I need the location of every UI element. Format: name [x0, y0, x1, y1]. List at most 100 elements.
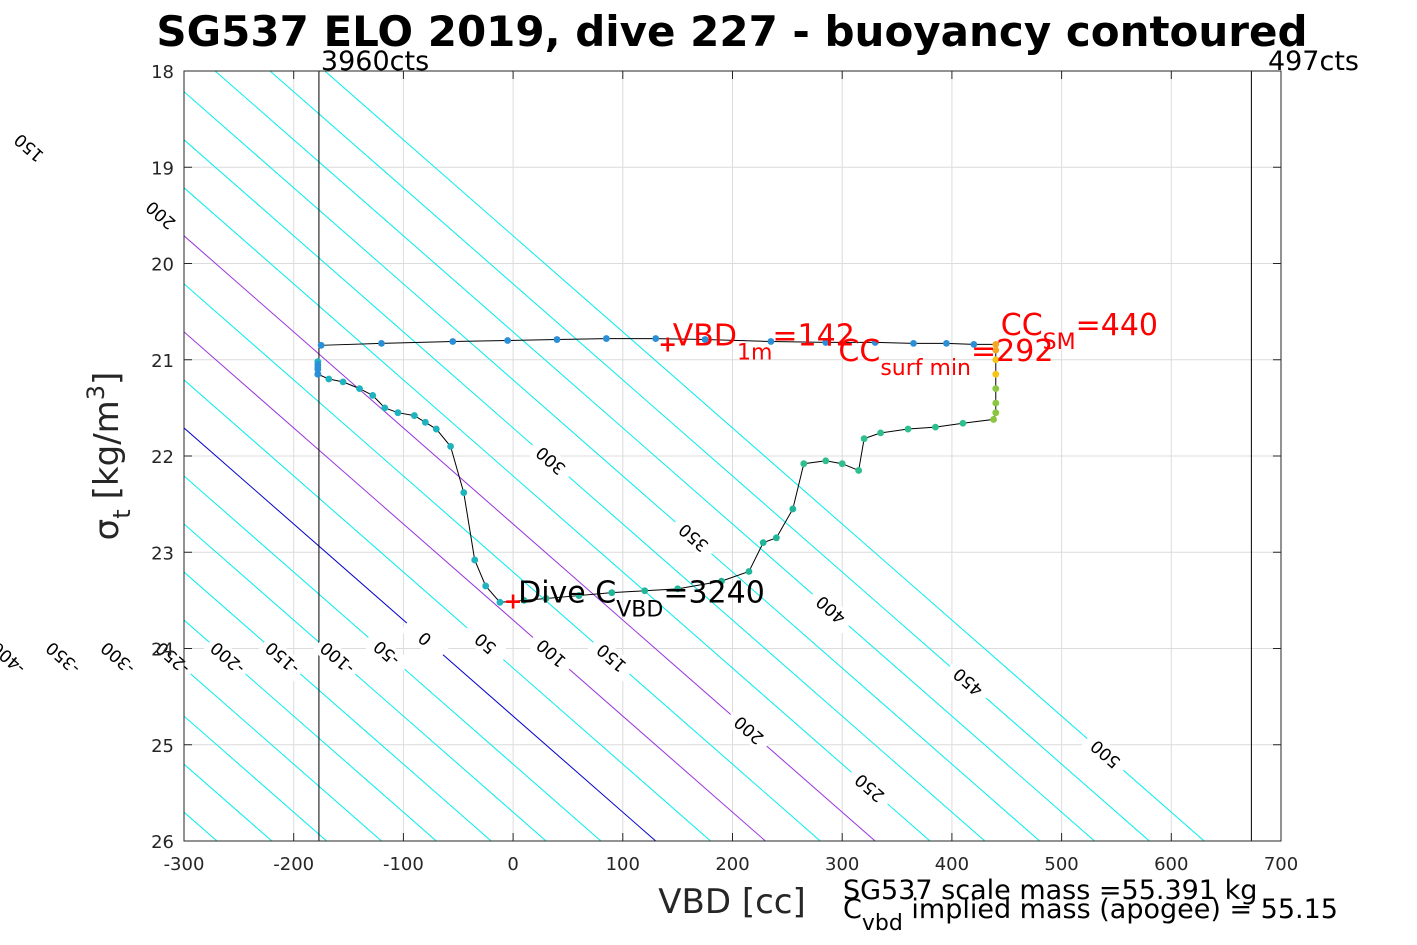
trace-point	[822, 457, 830, 465]
x-tick-label: 600	[1154, 854, 1188, 875]
trace-point	[860, 435, 868, 443]
y-axis-label: σt [kg/m3]	[82, 372, 136, 541]
contour-line	[184, 283, 821, 841]
y-axis-sup: 3	[82, 385, 110, 400]
trace-point	[641, 587, 649, 595]
contour-label-bg	[93, 634, 143, 682]
x-tick-label: 400	[935, 854, 969, 875]
annotation-label: VBD1m=142	[673, 318, 855, 365]
x-tick-label: 100	[606, 854, 640, 875]
x-tick-label: 0	[507, 854, 518, 875]
footer-implied-mass: Cvbd implied mass (apogee) = 55.15	[843, 894, 1338, 936]
trace-point	[772, 534, 780, 542]
trace-point	[759, 539, 767, 547]
trace-point	[314, 361, 322, 368]
y-tick-label: 22	[151, 447, 174, 468]
footer-cvbd-c: C	[843, 894, 862, 925]
chart-title: SG537 ELO 2019, dive 227 - buoyancy cont…	[156, 7, 1307, 56]
trace-point	[932, 423, 939, 431]
contour-line	[184, 571, 492, 841]
trace-point	[432, 425, 440, 433]
contour-line	[184, 427, 657, 841]
trace-point	[504, 337, 512, 344]
trace-point	[718, 577, 725, 585]
x-tick-label: -300	[164, 854, 205, 875]
y-axis-unit: [kg/m	[87, 400, 127, 499]
trace-point	[410, 412, 418, 419]
trace-point	[325, 375, 333, 383]
y-tick-label: 23	[151, 543, 174, 564]
contour-label-bg	[38, 634, 88, 682]
x-tick-label: 200	[715, 854, 749, 875]
footer-implied-text: implied mass (apogee) = 55.15	[903, 894, 1338, 925]
trace-point	[652, 335, 660, 342]
contour-label-bg	[4, 124, 54, 172]
trace-point	[838, 460, 846, 468]
y-tick-label: 18	[151, 62, 174, 83]
trace-point	[992, 346, 1000, 354]
y-axis-sub: t	[108, 509, 136, 518]
contour-label-bg	[361, 629, 412, 677]
contour-line	[184, 667, 382, 841]
trace-point	[992, 409, 1000, 417]
trace-point	[421, 418, 429, 426]
trace-point	[990, 416, 997, 423]
trace-point	[449, 338, 457, 345]
contour-line	[184, 523, 547, 841]
annotation-sub: surf min	[880, 356, 971, 381]
trace-point	[447, 442, 454, 450]
y-tick-label: 21	[151, 351, 174, 372]
trace-point	[317, 341, 325, 349]
annotation-value: =440	[1076, 308, 1158, 343]
contour-label-bg	[844, 764, 895, 812]
contour-label-bg	[257, 634, 307, 682]
contour-line	[184, 475, 602, 841]
trace-point	[674, 585, 682, 593]
annotation-sub: 1m	[737, 340, 772, 365]
trace-point	[789, 505, 797, 513]
axis-ticks: -300 -200 -100 0 100 200 300 400 500 600 700 18 19 20…	[151, 62, 1298, 875]
x-tick-label: -200	[273, 854, 314, 875]
contour-label-bg	[400, 615, 450, 663]
x-axis-label: VBD [cc]	[658, 882, 806, 922]
trace-point	[943, 339, 950, 347]
contour-label-bg	[526, 629, 576, 677]
count-line-label: 3960cts	[321, 46, 429, 77]
trace-point	[339, 378, 347, 386]
contour-label-bg	[0, 634, 33, 682]
trace-point	[460, 489, 468, 496]
annotation-sub: VBD	[616, 597, 663, 622]
trace-point	[992, 385, 1000, 393]
trace-point	[959, 419, 967, 427]
trace-point	[877, 429, 884, 437]
trace-point	[356, 385, 363, 393]
annotation-marker: +	[504, 589, 522, 614]
annotation-main: CC	[1001, 308, 1043, 343]
trace-point	[378, 339, 385, 347]
trace-point	[970, 340, 978, 348]
trace-point	[992, 356, 1000, 364]
trace-point	[471, 556, 479, 564]
annotation-value: =3240	[663, 575, 764, 610]
count-lines: 3960cts 497cts	[318, 46, 1359, 841]
trace-point	[992, 370, 1000, 378]
contour-line	[324, 71, 1205, 841]
contour-label-bg	[460, 620, 510, 668]
trace-point	[745, 568, 753, 575]
trace-point	[602, 335, 610, 342]
annotation-main: VBD	[673, 318, 737, 353]
y-tick-label: 26	[151, 832, 174, 853]
contour-label-bg	[135, 192, 186, 239]
contour-line	[184, 187, 931, 841]
y-tick-label: 25	[151, 736, 174, 757]
count-line-label: 497cts	[1268, 46, 1359, 77]
annotation-value: =292	[971, 334, 1053, 369]
x-tick-label: -100	[383, 854, 424, 875]
x-tick-label: 500	[1044, 854, 1078, 875]
trace-point	[855, 467, 863, 474]
contour-line	[184, 331, 766, 841]
trace-point	[822, 339, 830, 346]
contour-label-bg	[806, 586, 856, 634]
